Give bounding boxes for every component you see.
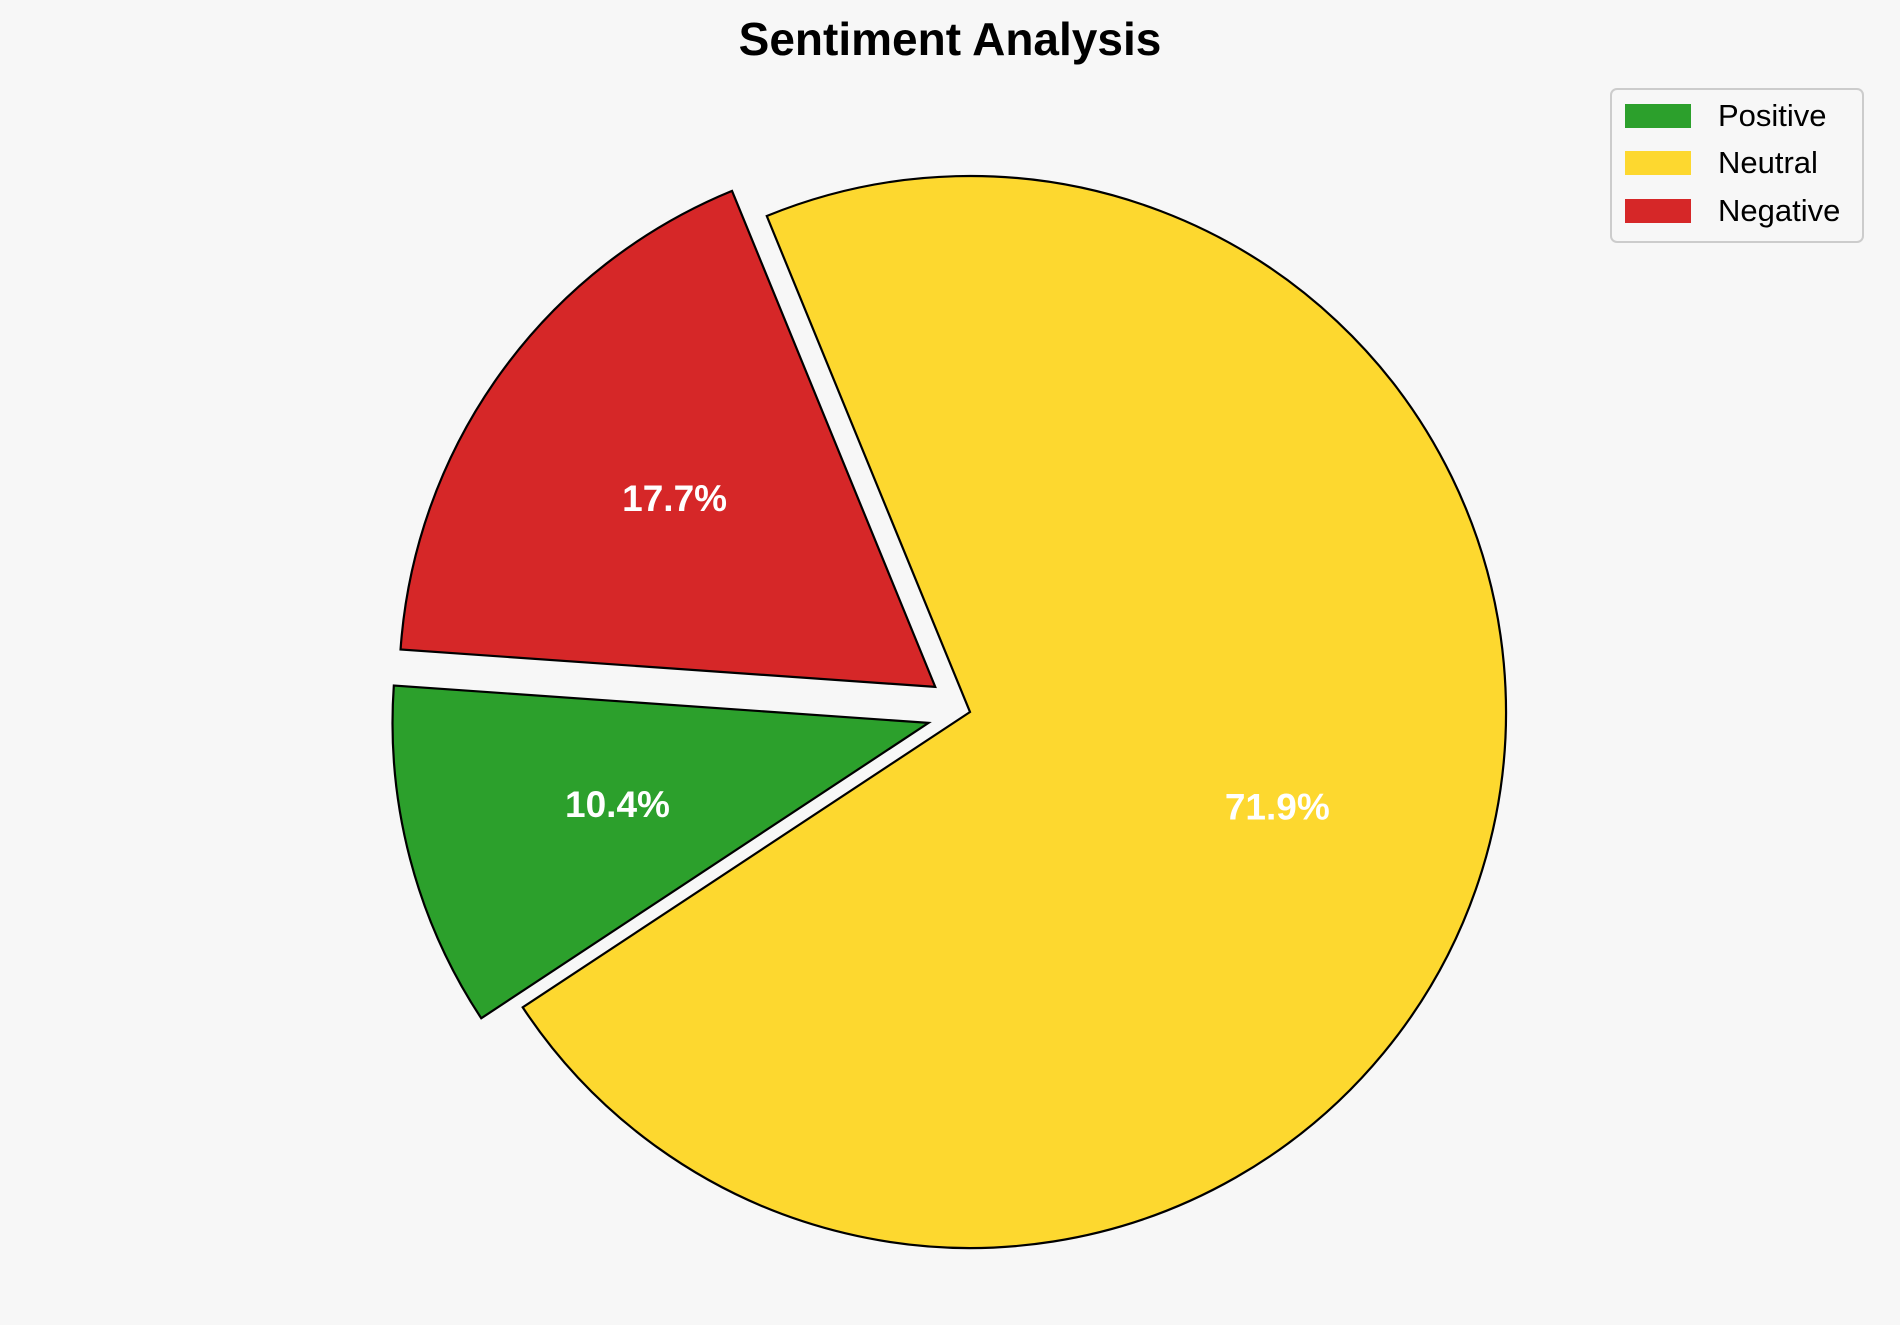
legend: Positive Neutral Negative <box>1610 88 1864 243</box>
pie-label-neutral: 71.9% <box>1225 786 1330 827</box>
legend-swatch-neutral <box>1625 151 1691 175</box>
legend-swatch-positive <box>1625 104 1691 128</box>
legend-label-positive: Positive <box>1718 98 1827 133</box>
pie-slice-neutral <box>521 174 1508 1250</box>
pie-slice-labels: 10.4% 71.9% 17.7% <box>565 478 1330 827</box>
pie-label-negative: 17.7% <box>622 478 727 519</box>
chart-title: Sentiment Analysis <box>739 13 1162 65</box>
pie-label-positive: 10.4% <box>565 784 670 825</box>
legend-swatch-negative <box>1625 199 1691 223</box>
pie-slice-positive <box>391 684 932 1020</box>
legend-label-negative: Negative <box>1718 193 1840 228</box>
pie-slice-negative <box>399 189 937 689</box>
pie-slices <box>391 174 1508 1250</box>
legend-label-neutral: Neutral <box>1718 145 1818 180</box>
